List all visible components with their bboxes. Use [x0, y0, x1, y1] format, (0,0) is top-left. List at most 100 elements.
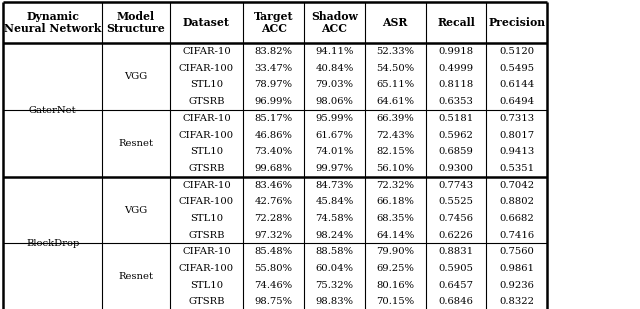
Text: 66.39%: 66.39% [376, 114, 414, 123]
Text: 99.97%: 99.97% [316, 164, 353, 173]
Text: GaterNet: GaterNet [29, 105, 77, 115]
Text: STL10: STL10 [190, 214, 223, 223]
Text: 64.14%: 64.14% [376, 231, 414, 240]
Text: 0.7456: 0.7456 [438, 214, 474, 223]
Text: 0.5495: 0.5495 [499, 64, 534, 73]
Text: 46.86%: 46.86% [255, 130, 292, 140]
Text: 0.5905: 0.5905 [438, 264, 474, 273]
Text: CIFAR-100: CIFAR-100 [179, 130, 234, 140]
Text: Recall: Recall [437, 17, 475, 28]
Text: 56.10%: 56.10% [376, 164, 414, 173]
Text: Resnet: Resnet [118, 139, 154, 148]
Text: 0.7042: 0.7042 [499, 180, 534, 190]
Text: CIFAR-100: CIFAR-100 [179, 197, 234, 206]
Text: 85.17%: 85.17% [255, 114, 292, 123]
Text: 74.58%: 74.58% [316, 214, 353, 223]
Text: 98.24%: 98.24% [316, 231, 353, 240]
Text: 0.9918: 0.9918 [438, 47, 474, 56]
Text: 64.61%: 64.61% [376, 97, 414, 106]
Text: 73.40%: 73.40% [255, 147, 292, 156]
Text: 60.04%: 60.04% [316, 264, 353, 273]
Text: STL10: STL10 [190, 147, 223, 156]
Text: 0.9236: 0.9236 [499, 281, 534, 290]
Text: 83.82%: 83.82% [255, 47, 292, 56]
Text: 61.67%: 61.67% [316, 130, 353, 140]
Text: 79.90%: 79.90% [376, 247, 414, 256]
Text: 85.48%: 85.48% [255, 247, 292, 256]
Text: 0.8017: 0.8017 [499, 130, 534, 140]
Text: GTSRB: GTSRB [188, 164, 225, 173]
Text: 94.11%: 94.11% [316, 47, 353, 56]
Text: 0.7416: 0.7416 [499, 231, 534, 240]
Text: 0.6682: 0.6682 [499, 214, 534, 223]
Text: VGG: VGG [124, 72, 148, 81]
Text: CIFAR-100: CIFAR-100 [179, 264, 234, 273]
Text: 0.6144: 0.6144 [499, 80, 534, 90]
Text: 79.03%: 79.03% [316, 80, 353, 90]
Text: 0.5120: 0.5120 [499, 47, 534, 56]
Text: 83.46%: 83.46% [255, 180, 292, 190]
Text: 95.99%: 95.99% [316, 114, 353, 123]
Text: VGG: VGG [124, 205, 148, 215]
Text: 70.15%: 70.15% [376, 297, 414, 307]
Text: 0.6494: 0.6494 [499, 97, 534, 106]
Text: 65.11%: 65.11% [376, 80, 414, 90]
Text: CIFAR-10: CIFAR-10 [182, 247, 231, 256]
Text: Resnet: Resnet [118, 272, 154, 281]
Text: Precision: Precision [488, 17, 545, 28]
Text: 0.6353: 0.6353 [438, 97, 474, 106]
Text: 42.76%: 42.76% [255, 197, 292, 206]
Text: 66.18%: 66.18% [376, 197, 414, 206]
Text: Dataset: Dataset [183, 17, 230, 28]
Text: 54.50%: 54.50% [376, 64, 414, 73]
Text: 0.9413: 0.9413 [499, 147, 534, 156]
Text: 75.32%: 75.32% [316, 281, 353, 290]
Text: 0.8322: 0.8322 [499, 297, 534, 307]
Text: CIFAR-10: CIFAR-10 [182, 180, 231, 190]
Text: 99.68%: 99.68% [255, 164, 292, 173]
Text: 0.9300: 0.9300 [438, 164, 474, 173]
Text: Model
Structure: Model Structure [107, 11, 165, 34]
Text: CIFAR-100: CIFAR-100 [179, 64, 234, 73]
Text: 69.25%: 69.25% [376, 264, 414, 273]
Text: 80.16%: 80.16% [376, 281, 414, 290]
Text: 0.7560: 0.7560 [499, 247, 534, 256]
Text: 0.6859: 0.6859 [438, 147, 474, 156]
Text: 0.5962: 0.5962 [438, 130, 474, 140]
Text: 74.01%: 74.01% [316, 147, 353, 156]
Text: 0.6457: 0.6457 [438, 281, 474, 290]
Text: 72.43%: 72.43% [376, 130, 414, 140]
Text: 0.6226: 0.6226 [438, 231, 474, 240]
Text: 72.28%: 72.28% [255, 214, 292, 223]
Text: CIFAR-10: CIFAR-10 [182, 47, 231, 56]
Text: STL10: STL10 [190, 80, 223, 90]
Text: ASR: ASR [383, 17, 408, 28]
Text: 97.32%: 97.32% [255, 231, 292, 240]
Text: GTSRB: GTSRB [188, 97, 225, 106]
Text: STL10: STL10 [190, 281, 223, 290]
Text: Shadow
ACC: Shadow ACC [311, 11, 358, 34]
Text: 0.8802: 0.8802 [499, 197, 534, 206]
Text: 0.7743: 0.7743 [438, 180, 474, 190]
Text: GTSRB: GTSRB [188, 297, 225, 307]
Text: CIFAR-10: CIFAR-10 [182, 114, 231, 123]
Text: 78.97%: 78.97% [255, 80, 292, 90]
Text: 84.73%: 84.73% [316, 180, 353, 190]
Text: 0.7313: 0.7313 [499, 114, 534, 123]
Text: 96.99%: 96.99% [255, 97, 292, 106]
Text: 55.80%: 55.80% [255, 264, 292, 273]
Text: 98.75%: 98.75% [255, 297, 292, 307]
Text: 98.83%: 98.83% [316, 297, 353, 307]
Text: GTSRB: GTSRB [188, 231, 225, 240]
Text: 33.47%: 33.47% [255, 64, 292, 73]
Text: Dynamic
Neural Network: Dynamic Neural Network [4, 11, 102, 34]
Text: 45.84%: 45.84% [316, 197, 353, 206]
Text: 98.06%: 98.06% [316, 97, 353, 106]
Text: 82.15%: 82.15% [376, 147, 414, 156]
Text: 68.35%: 68.35% [376, 214, 414, 223]
Text: Target
ACC: Target ACC [254, 11, 293, 34]
Text: 0.6846: 0.6846 [438, 297, 474, 307]
Text: 0.4999: 0.4999 [438, 64, 474, 73]
Text: 0.5351: 0.5351 [499, 164, 534, 173]
Text: 74.46%: 74.46% [255, 281, 292, 290]
